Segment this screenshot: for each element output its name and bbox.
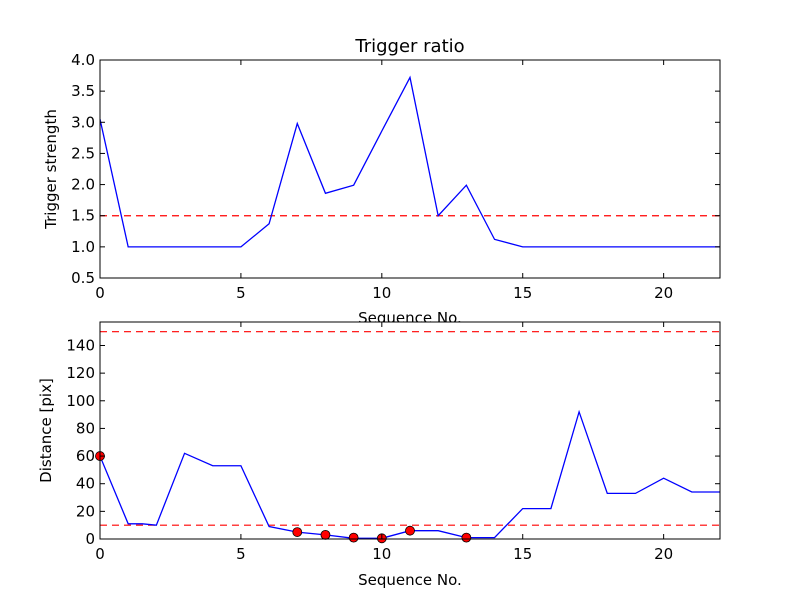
y-tick-label: 2.0	[71, 176, 95, 194]
y-tick-label: 4.0	[71, 51, 95, 69]
x-tick-label: 20	[654, 545, 673, 563]
plot-area	[100, 60, 720, 278]
chart-1: 0 5 10 15 20 0.5 1.0 1.5 2.0 2.5 3.0 3.5 4.0 Trigger …	[42, 36, 721, 327]
y-tick-label: 3.5	[71, 82, 95, 100]
data-point-marker	[405, 525, 415, 536]
x-tick-label: 5	[236, 284, 246, 302]
data-point-marker	[348, 532, 359, 543]
series-line	[100, 75, 720, 248]
y-tick-label: 3.0	[71, 113, 95, 131]
x-tick-label: 0	[95, 545, 105, 563]
chart-2: 0 5 10 15 20 0 20 40 60 80 100 120 140 Sequence No. Di…	[37, 321, 721, 589]
y-axis-label: Trigger strength	[42, 109, 60, 230]
x-tick-label: 15	[513, 545, 532, 563]
y-axis-label: Distance [pix]	[37, 378, 55, 483]
y-tick-label: 0.5	[71, 269, 95, 287]
x-tick-label: 10	[372, 284, 391, 302]
plot-frame	[99, 59, 721, 279]
y-tick-label: 140	[66, 336, 95, 354]
x-axis-label: Sequence No.	[358, 571, 462, 589]
x-tick-label: 20	[654, 284, 673, 302]
y-tick-label: 60	[76, 447, 95, 465]
x-tick-label: 0	[95, 284, 105, 302]
plot-frame	[99, 321, 721, 540]
y-tick-label: 2.5	[71, 144, 95, 162]
data-layer	[100, 75, 720, 248]
y-tick-label: 80	[76, 419, 95, 437]
markers	[95, 451, 472, 544]
data-point-marker	[461, 532, 472, 543]
y-tick-label: 0	[85, 530, 95, 548]
data-layer	[100, 331, 720, 539]
y-tick-label: 1.0	[71, 238, 95, 256]
y-tick-label: 20	[76, 502, 95, 520]
data-point-marker	[320, 529, 331, 540]
y-tick-label: 40	[76, 475, 95, 493]
x-tick-label: 15	[513, 284, 532, 302]
y-tick-label: 100	[66, 392, 95, 410]
data-point-marker	[292, 527, 303, 537]
x-tick-label: 10	[372, 545, 391, 563]
plot-area	[100, 322, 720, 539]
x-tick-label: 5	[236, 545, 246, 563]
chart-title: Trigger ratio	[354, 36, 464, 57]
y-tick-label: 1.5	[71, 207, 95, 225]
series-line	[100, 409, 720, 539]
y-tick-label: 120	[66, 364, 95, 382]
